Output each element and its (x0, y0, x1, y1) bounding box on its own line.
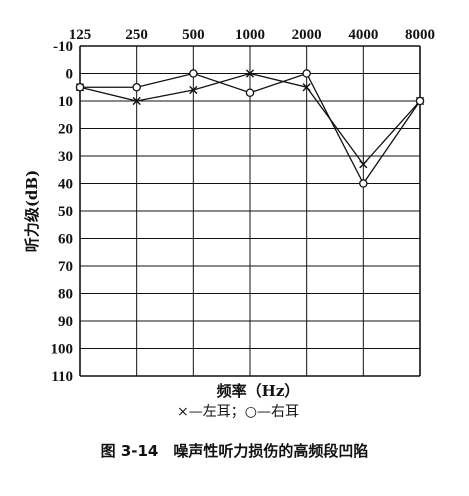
x-tick-label: 500 (182, 27, 205, 43)
audiogram-chart: 125 250 500 1000 2000 4000 8000 -10 0 10 20 30 40 50… (23, 27, 435, 420)
data-point-circle (75, 83, 85, 92)
data-point-circle (189, 69, 198, 78)
y-tick-label: 30 (58, 149, 73, 165)
y-tick-label: 100 (51, 342, 74, 358)
x-tick-label: 250 (125, 27, 148, 43)
y-tick-label: 80 (58, 287, 73, 303)
data-point-circle (132, 83, 141, 92)
y-tick-label: 110 (51, 369, 73, 385)
y-tick-labels: -10 0 10 20 30 40 50 60 70 80 90 100 110 (51, 39, 74, 385)
legend: ×—左耳；○—右耳 (177, 404, 299, 420)
y-tick-label: 70 (58, 259, 73, 275)
y-tick-label: 60 (58, 232, 73, 248)
x-tick-label: 2000 (292, 27, 322, 43)
data-point-circle (359, 179, 368, 188)
x-tick-label: 1000 (235, 27, 265, 43)
y-tick-label: 20 (58, 122, 73, 138)
chart-series (75, 69, 425, 188)
y-tick-label: 50 (58, 204, 73, 220)
y-tick-label: 90 (58, 314, 73, 330)
data-point-cross (189, 85, 198, 95)
data-point-cross (132, 96, 141, 106)
data-point-cross (245, 69, 255, 78)
x-tick-label: 8000 (405, 27, 435, 43)
data-point-cross (302, 83, 311, 92)
x-tick-labels: 125 250 500 1000 2000 4000 8000 (69, 27, 435, 43)
x-tick-label: 125 (69, 27, 92, 43)
data-point-circle (302, 69, 311, 78)
chart-grid (79, 45, 421, 377)
data-point-circle (415, 96, 425, 106)
y-tick-label: 0 (66, 67, 74, 83)
x-tick-label: 4000 (348, 27, 378, 43)
y-tick-label: -10 (53, 39, 73, 55)
data-point-circle (245, 88, 255, 98)
y-axis-label: 听力级(dB) (23, 170, 41, 252)
data-point-cross (359, 160, 368, 169)
x-axis-label: 频率（Hz） (217, 382, 300, 400)
y-tick-label: 10 (58, 94, 73, 110)
y-tick-label: 40 (58, 177, 73, 193)
figure-caption: 图 3-14 噪声性听力损伤的高频段凹陷 (100, 442, 369, 460)
